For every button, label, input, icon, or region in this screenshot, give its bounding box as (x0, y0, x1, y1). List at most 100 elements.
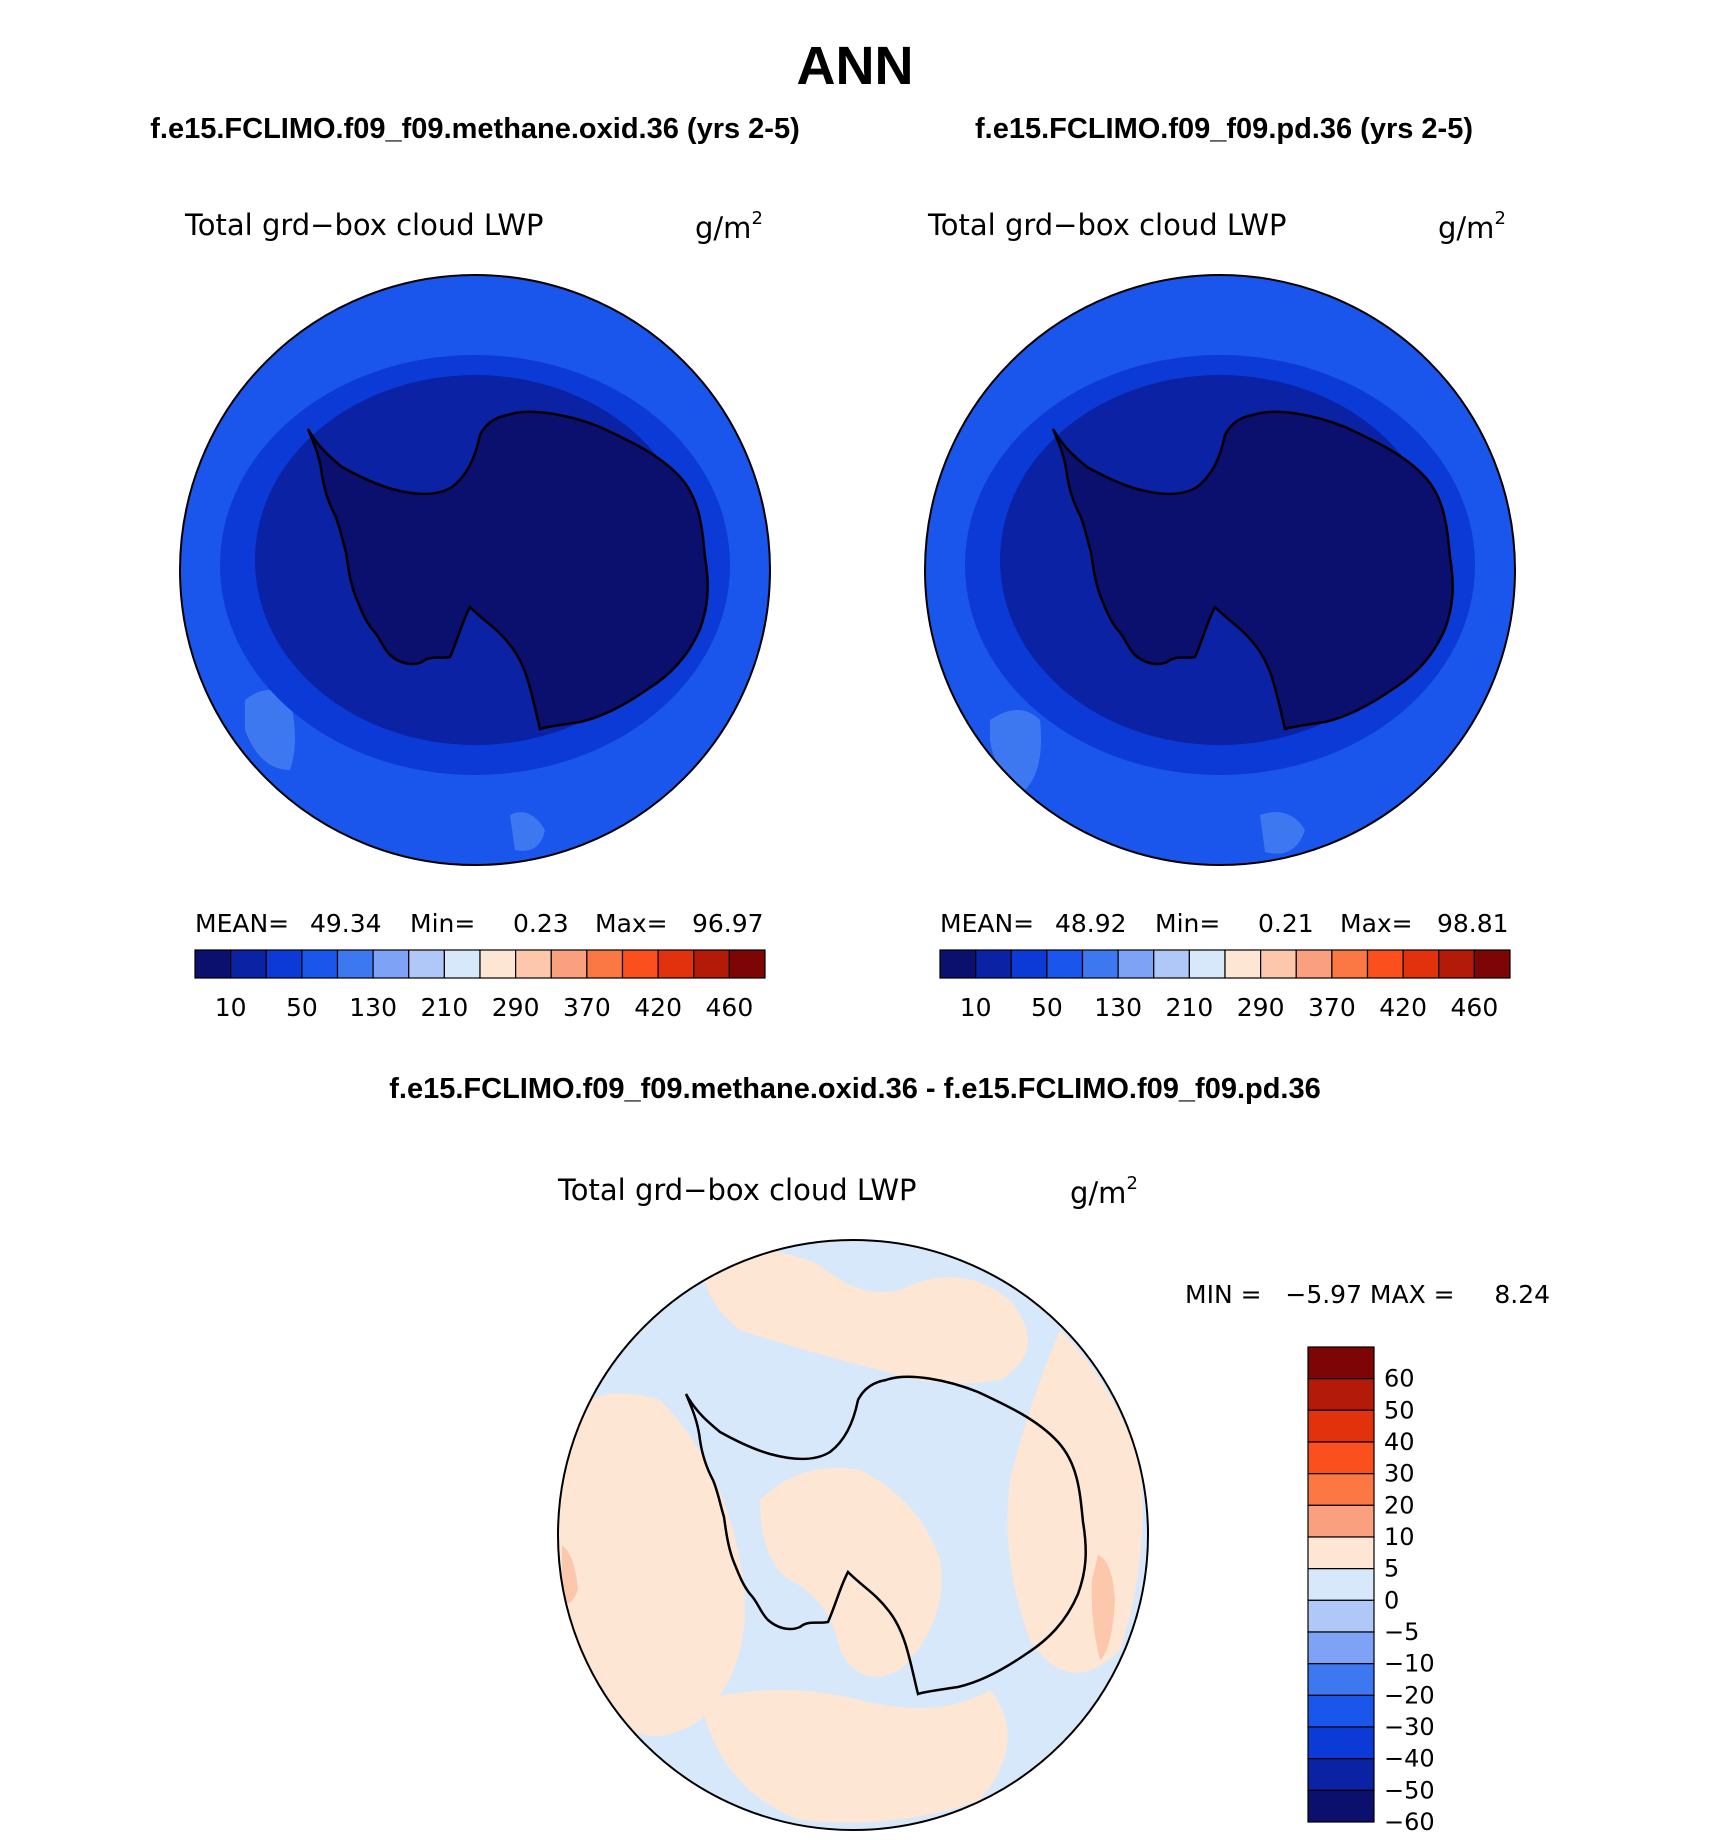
colorbar-tick-label: 460 (1451, 993, 1499, 1022)
panel-2-stats: MEAN= 48.92 Min= 0.21 Max= 98.81 (940, 909, 1509, 938)
colorbar-swatch (301, 949, 339, 979)
colorbar-swatch (1307, 1631, 1375, 1665)
colorbar-swatch (1260, 949, 1297, 979)
colorbar-swatch (265, 949, 303, 979)
colorbar-swatch (1307, 1441, 1375, 1475)
map-1-border (179, 274, 771, 866)
colorbar-swatch (1307, 1694, 1375, 1728)
colorbar-swatch (1081, 949, 1119, 979)
colorbar-swatch (1010, 949, 1048, 979)
colorbar-swatch (372, 949, 410, 979)
colorbar-swatch (479, 949, 517, 979)
diff-strong-patch-west (562, 1545, 578, 1604)
panel-2-min-label: Min= (1155, 909, 1220, 938)
map-2-border (924, 274, 1516, 866)
colorbar-swatch (1307, 1409, 1375, 1443)
colorbar-tick-label: 460 (706, 993, 754, 1022)
colorbar-tick-label: 40 (1384, 1428, 1415, 1456)
colorbar-tick-label: 50 (1384, 1396, 1415, 1424)
colorbar-tick-label: 210 (421, 993, 469, 1022)
panel-2-units-label: g/m2 (1438, 208, 1506, 245)
colorbar-swatch (230, 949, 267, 979)
panel-2-colorbar: 10 50 130 210 290 370 420 460 (939, 949, 1511, 1022)
colorbar-swatch (1224, 949, 1262, 979)
colorbar-swatch (1307, 1536, 1375, 1570)
colorbar-tick-label: 290 (492, 993, 540, 1022)
colorbar-tick-label: 5 (1384, 1555, 1399, 1583)
map-panel-1 (179, 274, 771, 866)
diff-strong-patch-east (1091, 1555, 1115, 1660)
panel-1-mean-label: MEAN= (195, 909, 289, 938)
panel-1-mean-value: 49.34 (310, 909, 382, 938)
diff-min-max: MIN = −5.97 MAX = 8.24 (1185, 1280, 1550, 1309)
colorbar-tick-label: 420 (634, 993, 682, 1022)
colorbar-tick-label: 130 (1094, 993, 1142, 1022)
colorbar-swatch (728, 949, 766, 979)
panel-1-min-value: 0.23 (513, 909, 569, 938)
colorbar-tick-label: 290 (1237, 993, 1285, 1022)
colorbar-swatch (194, 949, 232, 979)
colorbar-swatch (1307, 1599, 1375, 1633)
colorbar-swatch (1307, 1378, 1375, 1411)
diff-positive-region-north (700, 1247, 1028, 1384)
panel-2-max-value: 98.81 (1437, 909, 1509, 938)
colorbar-swatch (1402, 949, 1440, 979)
colorbar-swatch (1046, 949, 1084, 979)
colorbar-swatch (621, 949, 659, 979)
colorbar-tick-label: 10 (215, 993, 247, 1022)
panel-2-min-value: 0.21 (1258, 909, 1314, 938)
colorbar-tick-label: 10 (1384, 1523, 1415, 1551)
panel-1-variable-label: Total grd−box cloud LWP (184, 208, 544, 242)
diff-positive-region-west (558, 1393, 745, 1736)
panel-2-max-label: Max= (1340, 909, 1413, 938)
colorbar-tick-label: 370 (563, 993, 611, 1022)
panel-2-mean-label: MEAN= (940, 909, 1034, 938)
colorbar-tick-label: 210 (1166, 993, 1214, 1022)
colorbar-tick-label: 50 (1031, 993, 1063, 1022)
colorbar-tick-label: −60 (1384, 1808, 1435, 1836)
colorbar-swatch (1153, 949, 1190, 979)
diff-variable-label: Total grd−box cloud LWP (557, 1173, 917, 1207)
colorbar-swatch (1331, 949, 1369, 979)
colorbar-swatch (336, 949, 374, 979)
map-2-light-patch (990, 710, 1041, 790)
colorbar-swatch (550, 949, 588, 979)
panel-1-units-label: g/m2 (695, 208, 763, 245)
panel-1-stats: MEAN= 49.34 Min= 0.23 Max= 96.97 (195, 909, 764, 938)
panel-1-max-value: 96.97 (692, 909, 764, 938)
colorbar-swatch (1307, 1346, 1375, 1380)
colorbar-tick-label: 60 (1384, 1365, 1415, 1393)
panel-2-mean-value: 48.92 (1055, 909, 1127, 938)
map-panel-diff (557, 1239, 1149, 1831)
panel-1-colorbar: 10 50 130 210 290 370 420 460 (194, 949, 766, 1022)
colorbar-swatch (1117, 949, 1155, 979)
map-panel-2 (924, 274, 1516, 866)
colorbar-tick-label: 130 (349, 993, 397, 1022)
map-1-light-patch-2 (510, 812, 545, 851)
map-2-light-patch-2 (1260, 812, 1305, 854)
colorbar-swatch (1307, 1568, 1375, 1601)
colorbar-swatch (1366, 949, 1404, 979)
colorbar-tick-label: 420 (1379, 993, 1427, 1022)
panel-2-case-title: f.e15.FCLIMO.f09_f09.pd.36 (yrs 2-5) (975, 113, 1473, 145)
colorbar-swatch (1307, 1663, 1375, 1696)
colorbar-tick-label: 30 (1384, 1460, 1415, 1488)
colorbar-tick-label: 50 (286, 993, 318, 1022)
colorbar-swatch (1438, 949, 1475, 979)
colorbar-tick-label: 370 (1308, 993, 1356, 1022)
colorbar-swatch (1307, 1726, 1375, 1760)
colorbar-swatch (1307, 1789, 1375, 1823)
colorbar-tick-label: −5 (1384, 1618, 1419, 1646)
panel-1-max-label: Max= (595, 909, 668, 938)
map-1-light-patch (245, 690, 295, 770)
diff-title: f.e15.FCLIMO.f09_f09.methane.oxid.36 - f… (389, 1073, 1321, 1105)
diff-map-border (557, 1239, 1149, 1831)
colorbar-swatch (443, 949, 481, 979)
colorbar-swatch (657, 949, 695, 979)
colorbar-swatch (1307, 1758, 1375, 1791)
colorbar-tick-label: −40 (1384, 1745, 1435, 1773)
panel-1-case-title: f.e15.FCLIMO.f09_f09.methane.oxid.36 (yr… (150, 113, 800, 145)
colorbar-swatch (1307, 1473, 1375, 1506)
